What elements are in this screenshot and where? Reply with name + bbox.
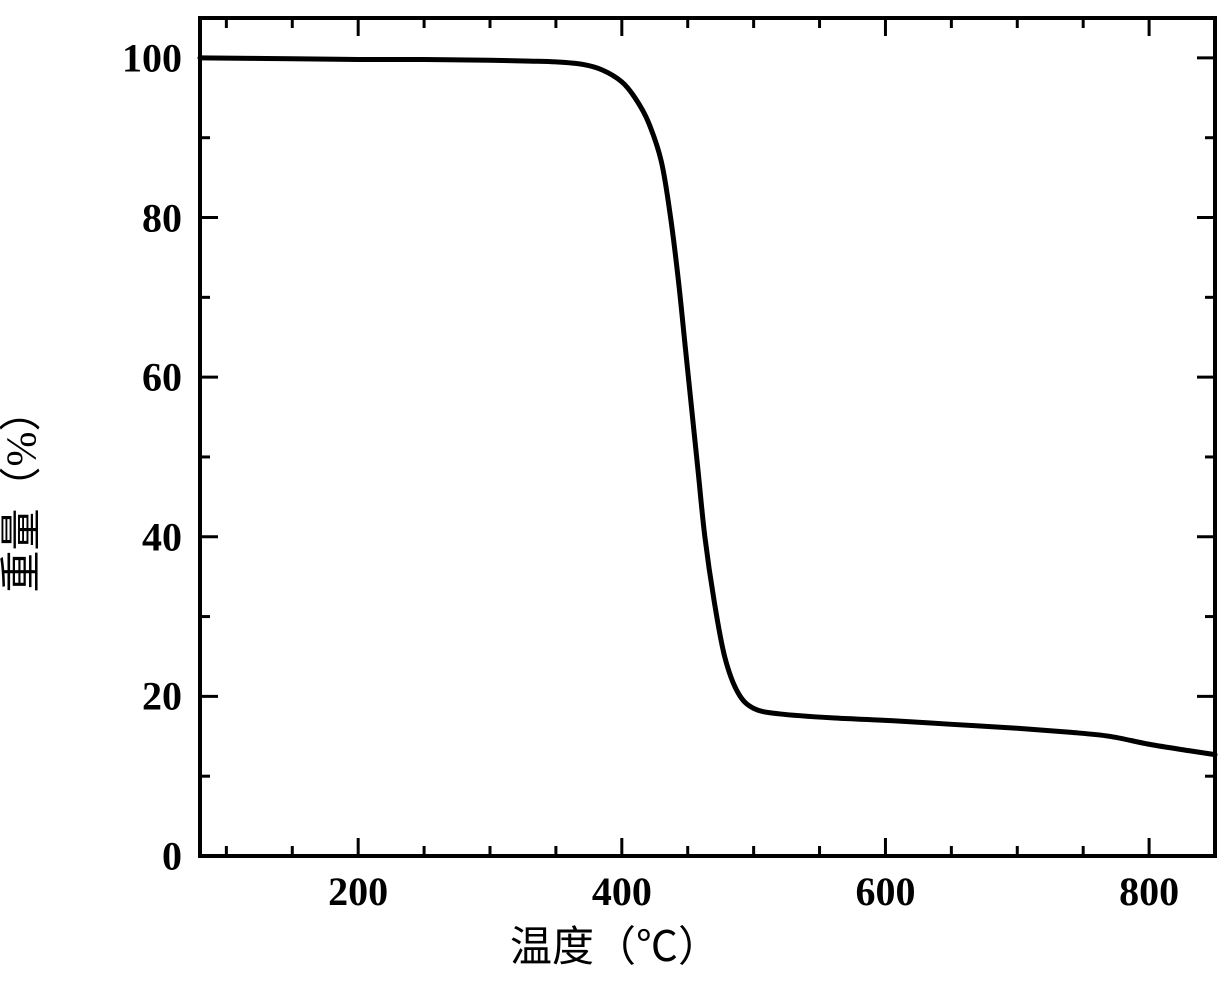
y-tick-label: 0	[162, 833, 182, 880]
x-tick-label: 200	[328, 868, 388, 915]
y-tick-label: 20	[142, 673, 182, 720]
y-tick-label: 60	[142, 354, 182, 401]
x-axis-label: 温度（℃）	[510, 913, 720, 974]
y-axis-label: 重量（%）	[0, 390, 49, 593]
chart-svg	[0, 0, 1230, 982]
x-tick-label: 400	[592, 868, 652, 915]
tga-chart: 重量（%） 温度（℃） 0 20 40 60 80 100 200 400 600 800	[0, 0, 1230, 982]
y-tick-label: 100	[122, 34, 182, 81]
y-tick-label: 80	[142, 194, 182, 241]
y-tick-label: 40	[142, 513, 182, 560]
x-tick-label: 800	[1119, 868, 1179, 915]
x-tick-label: 600	[855, 868, 915, 915]
